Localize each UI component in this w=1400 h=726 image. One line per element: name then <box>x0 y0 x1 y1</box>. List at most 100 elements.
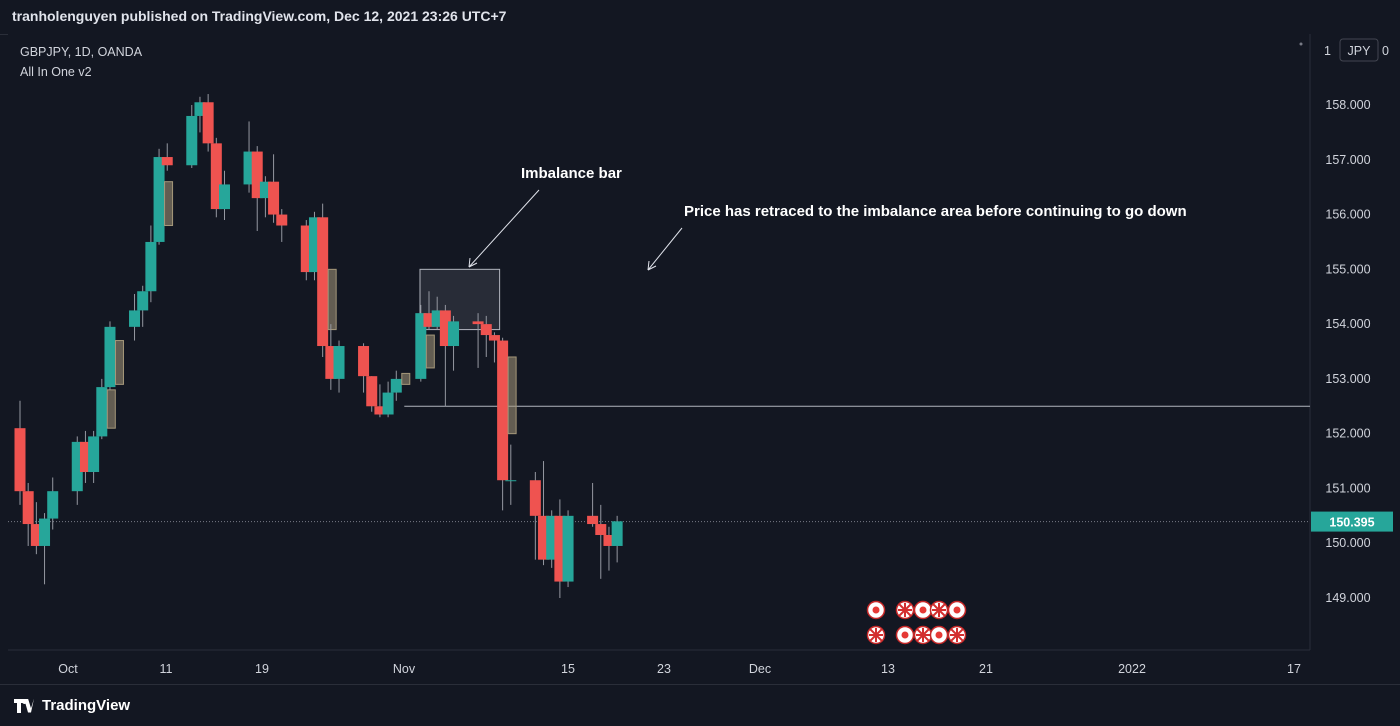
candle-body[interactable] <box>480 324 492 336</box>
candle-body[interactable] <box>415 313 427 379</box>
candle-body[interactable] <box>194 102 206 116</box>
candle-body[interactable] <box>161 157 173 166</box>
price-tick-label: 155.000 <box>1325 262 1370 276</box>
event-flag-dot <box>919 606 927 614</box>
candle-body[interactable] <box>145 241 157 292</box>
candle-body[interactable] <box>325 346 337 379</box>
candle-body[interactable] <box>104 326 116 388</box>
footer: TradingView <box>0 684 1400 726</box>
candle-body[interactable] <box>529 480 541 516</box>
candle-body[interactable] <box>71 441 83 492</box>
candle-body[interactable] <box>137 291 149 311</box>
candle-body[interactable] <box>300 225 312 273</box>
economic-event-icon[interactable] <box>947 625 967 645</box>
indicator-label[interactable]: All In One v2 <box>20 65 92 79</box>
price-tick-label: 157.000 <box>1325 153 1370 167</box>
chart-area[interactable]: Imbalance bar Price has retraced to the i… <box>8 34 1400 682</box>
time-tick-label: 23 <box>657 662 671 676</box>
candle-body[interactable] <box>39 518 51 546</box>
time-tick-label: 13 <box>881 662 895 676</box>
symbol-label[interactable]: GBPJPY, 1D, OANDA <box>20 45 143 59</box>
economic-event-icon[interactable] <box>913 600 933 620</box>
imbalance-marker <box>507 356 517 435</box>
event-flag-cross <box>869 628 883 642</box>
candle-body[interactable] <box>374 406 386 415</box>
candle-body[interactable] <box>79 441 91 473</box>
candle-body[interactable] <box>538 515 550 560</box>
candle-body[interactable] <box>251 151 263 199</box>
candle-body[interactable] <box>366 376 378 407</box>
candle-body[interactable] <box>382 392 394 415</box>
candle-body[interactable] <box>22 491 34 525</box>
candlestick-chart[interactable]: Imbalance bar Price has retraced to the i… <box>8 34 1400 682</box>
candle-body[interactable] <box>603 535 615 546</box>
candle-body[interactable] <box>96 387 108 437</box>
economic-event-icon[interactable] <box>895 625 915 645</box>
candle-body[interactable] <box>14 428 26 492</box>
currency-badge[interactable] <box>1339 38 1379 62</box>
price-tick-label-top-end: 0 <box>1382 44 1389 58</box>
candle-body[interactable] <box>595 524 607 536</box>
candle-body[interactable] <box>186 115 198 166</box>
candle-body[interactable] <box>554 515 566 582</box>
candle-body[interactable] <box>431 310 443 327</box>
candle-body[interactable] <box>202 102 214 144</box>
annotation-retrace: Price has retraced to the imbalance area… <box>684 203 1187 220</box>
candle-body[interactable] <box>30 524 42 546</box>
candle-body[interactable] <box>243 151 255 185</box>
event-flag-dot <box>935 631 943 639</box>
candle-body[interactable] <box>358 346 370 377</box>
candle-body[interactable] <box>333 346 345 379</box>
event-flag-dot <box>901 631 909 639</box>
candle-body[interactable] <box>129 310 141 327</box>
economic-event-icon[interactable] <box>866 625 886 645</box>
economic-event-icon[interactable] <box>929 600 949 620</box>
candle-body[interactable] <box>448 321 460 347</box>
publish-info: tranholenguyen published on TradingView.… <box>12 8 507 24</box>
time-tick-label: 17 <box>1287 662 1301 676</box>
annotation-imbalance-bar: Imbalance bar <box>521 165 622 182</box>
candle-body[interactable] <box>210 143 222 210</box>
price-tick-label: 154.000 <box>1325 317 1370 331</box>
economic-event-icon[interactable] <box>895 600 915 620</box>
candle-body[interactable] <box>153 157 165 242</box>
candle-body[interactable] <box>472 321 484 325</box>
candle-body[interactable] <box>423 313 435 327</box>
candle-body[interactable] <box>488 335 500 341</box>
candle-body[interactable] <box>308 217 320 273</box>
candle-body[interactable] <box>219 184 230 210</box>
candle-body[interactable] <box>276 214 288 226</box>
candle-body[interactable] <box>47 491 59 519</box>
price-tick-label-top: 1 <box>1324 44 1331 58</box>
price-tick-label: 151.000 <box>1325 481 1370 495</box>
imbalance-marker <box>106 389 116 429</box>
candle-body[interactable] <box>390 378 402 393</box>
economic-event-icon[interactable] <box>866 600 886 620</box>
candle-body[interactable] <box>88 436 100 473</box>
price-tick-label: 152.000 <box>1325 427 1370 441</box>
candle-body[interactable] <box>268 181 280 215</box>
candle-body[interactable] <box>611 521 623 546</box>
candle-body[interactable] <box>505 480 517 482</box>
time-tick-label: 2022 <box>1118 662 1146 676</box>
last-price-label: 150.395 <box>1329 516 1374 530</box>
candle-body[interactable] <box>497 340 509 481</box>
imbalance-marker <box>164 181 174 227</box>
economic-event-icon[interactable] <box>929 625 949 645</box>
candle-body[interactable] <box>439 310 451 347</box>
tradingview-logo[interactable]: TradingView <box>14 697 130 714</box>
economic-event-icon[interactable] <box>913 625 933 645</box>
candle-body[interactable] <box>587 515 599 525</box>
chart-legend[interactable]: GBPJPY, 1D, OANDA All In One v2 <box>20 42 142 82</box>
economic-event-icon[interactable] <box>947 600 967 620</box>
imbalance-marker <box>327 268 337 331</box>
candle-body[interactable] <box>562 515 574 582</box>
tradingview-logo-icon <box>14 698 36 713</box>
imbalance-marker <box>425 334 435 369</box>
candle-body[interactable] <box>546 515 558 560</box>
price-tick-label: 156.000 <box>1325 208 1370 222</box>
time-tick-label: 21 <box>979 662 993 676</box>
chart-menu-dot[interactable] <box>1299 42 1303 46</box>
candle-body[interactable] <box>317 217 329 347</box>
candle-body[interactable] <box>259 181 271 199</box>
